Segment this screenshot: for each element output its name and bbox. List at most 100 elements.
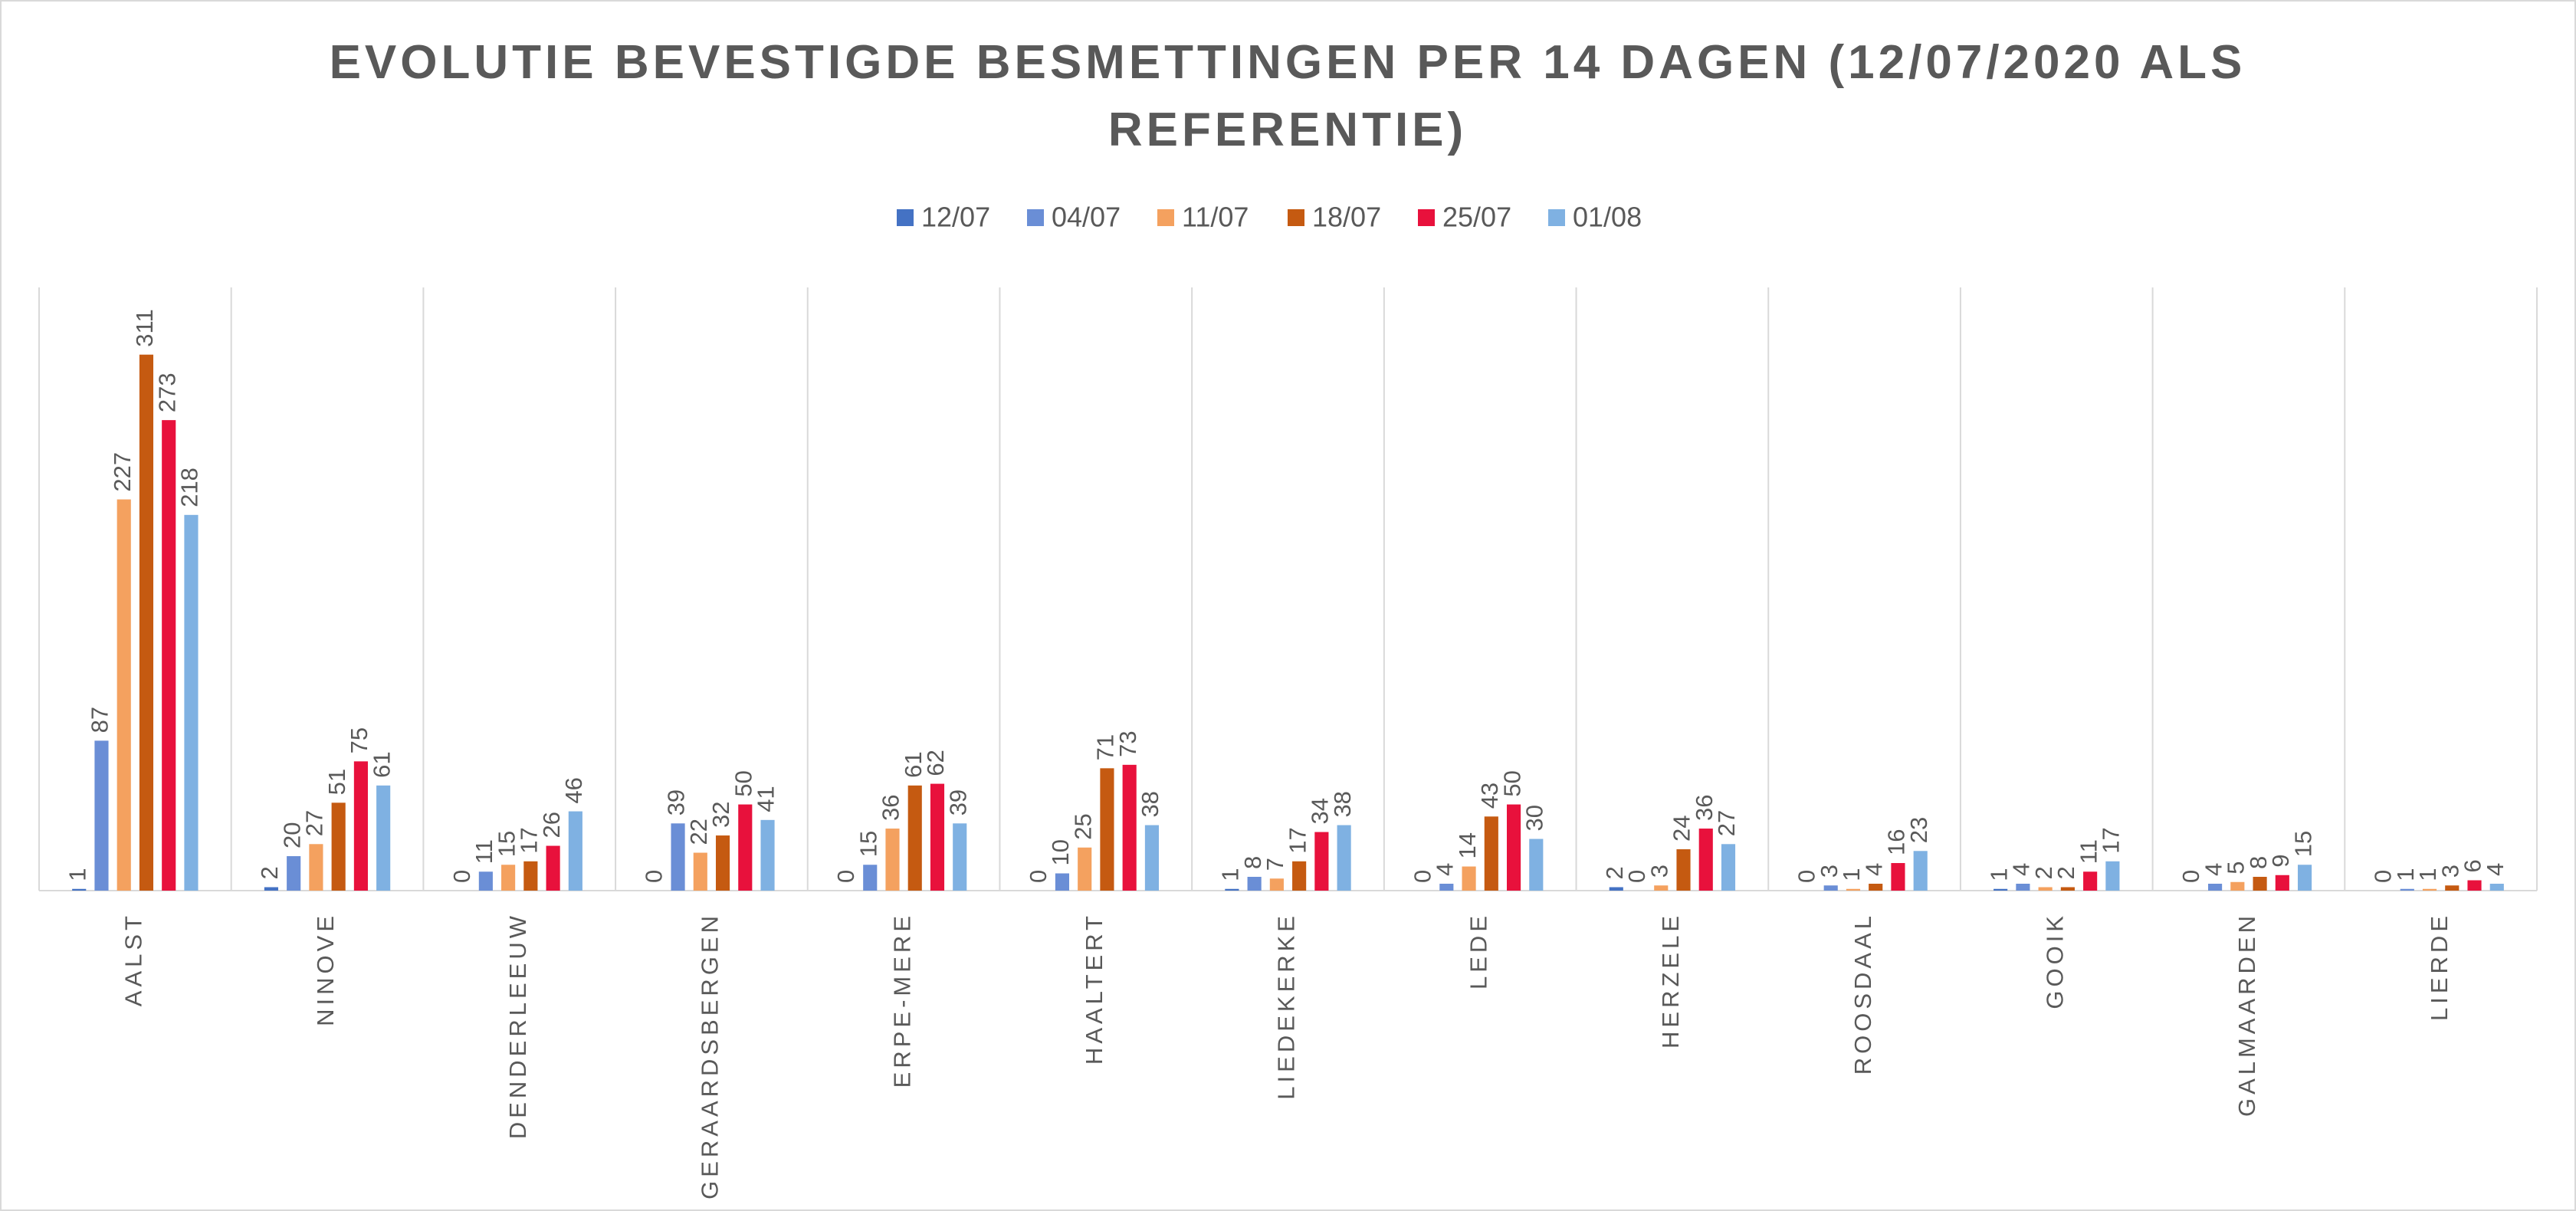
x-tick-label: DENDERLEEUW bbox=[504, 912, 531, 1139]
x-tick-label: HERZELE bbox=[1657, 912, 1684, 1049]
data-label: 10 bbox=[1047, 839, 1074, 865]
bar bbox=[693, 852, 707, 891]
data-label: 0 bbox=[1793, 870, 1820, 883]
data-label: 1 bbox=[2414, 868, 2441, 881]
bar bbox=[1055, 873, 1070, 891]
bar bbox=[1994, 888, 2008, 891]
legend-swatch bbox=[897, 209, 914, 226]
bar bbox=[139, 354, 154, 891]
bar bbox=[1869, 884, 1883, 891]
bar bbox=[907, 785, 922, 891]
data-label: 273 bbox=[153, 372, 180, 412]
data-label: 73 bbox=[1114, 730, 1141, 756]
data-label: 1 bbox=[1985, 868, 2012, 881]
x-tick-label: LIERDE bbox=[2426, 912, 2453, 1021]
data-label: 38 bbox=[1329, 791, 1356, 817]
legend-swatch bbox=[1418, 209, 1435, 226]
bar bbox=[1144, 825, 1159, 891]
data-label: 15 bbox=[493, 831, 520, 857]
data-label: 311 bbox=[131, 309, 158, 346]
data-label: 227 bbox=[109, 452, 136, 492]
bar bbox=[1913, 851, 1928, 891]
data-label: 3 bbox=[1816, 865, 1843, 878]
data-label: 30 bbox=[1521, 805, 1547, 831]
chart-title: EVOLUTIE BEVESTIGDE BESMETTINGEN PER 14 … bbox=[329, 36, 2246, 156]
bar bbox=[1269, 878, 1284, 891]
bar bbox=[930, 783, 945, 891]
data-label: 4 bbox=[2008, 863, 2035, 876]
data-label: 9 bbox=[2267, 855, 2294, 868]
bar bbox=[2467, 880, 2482, 891]
bar bbox=[1100, 768, 1114, 891]
bar bbox=[523, 861, 538, 891]
bar bbox=[1247, 877, 1262, 891]
data-label: 1 bbox=[1838, 868, 1865, 881]
bar bbox=[72, 888, 87, 891]
data-label: 23 bbox=[1905, 817, 1932, 843]
legend-label: 04/07 bbox=[1052, 202, 1121, 233]
bar bbox=[1439, 884, 1454, 891]
x-tick-label: NINOVE bbox=[312, 912, 339, 1026]
bar bbox=[546, 845, 560, 891]
bar bbox=[671, 823, 685, 891]
bar bbox=[1484, 816, 1498, 891]
data-label: 46 bbox=[560, 777, 587, 803]
data-label: 0 bbox=[1025, 870, 1052, 883]
bar bbox=[116, 499, 131, 891]
bar bbox=[568, 811, 582, 891]
bar bbox=[1122, 764, 1137, 891]
bar bbox=[1337, 825, 1351, 891]
data-label: 5 bbox=[2223, 861, 2249, 875]
data-label: 4 bbox=[2482, 863, 2509, 876]
data-label: 17 bbox=[516, 827, 543, 853]
bar bbox=[2230, 881, 2245, 891]
data-label: 87 bbox=[87, 707, 113, 733]
data-label: 71 bbox=[1092, 734, 1119, 760]
bar bbox=[2208, 884, 2223, 891]
bar bbox=[2105, 861, 2120, 891]
data-label: 6 bbox=[2460, 859, 2486, 872]
bar bbox=[760, 819, 775, 891]
bar bbox=[2253, 877, 2267, 891]
data-label: 8 bbox=[1239, 856, 1266, 869]
x-tick-label: GALMAARDEN bbox=[2233, 912, 2260, 1117]
bar bbox=[2060, 887, 2075, 891]
bar bbox=[885, 829, 900, 891]
bar bbox=[353, 761, 368, 891]
data-label: 2 bbox=[2053, 866, 2079, 879]
data-label: 4 bbox=[1432, 863, 1459, 876]
data-label: 17 bbox=[1284, 827, 1311, 853]
data-label: 2 bbox=[2030, 866, 2057, 879]
data-label: 17 bbox=[2098, 827, 2125, 853]
bar bbox=[2400, 888, 2414, 891]
x-tick-label: LEDE bbox=[1465, 912, 1491, 989]
data-label: 0 bbox=[832, 870, 859, 883]
data-label: 218 bbox=[176, 468, 203, 507]
data-label: 26 bbox=[538, 812, 565, 838]
legend-label: 11/07 bbox=[1182, 202, 1249, 233]
data-label: 8 bbox=[2245, 856, 2272, 869]
legend-label: 18/07 bbox=[1312, 202, 1381, 233]
data-label: 14 bbox=[1454, 832, 1481, 858]
data-label: 39 bbox=[663, 789, 690, 816]
bar bbox=[1506, 804, 1521, 891]
bar bbox=[1529, 839, 1544, 891]
bar bbox=[1823, 885, 1838, 891]
data-label: 16 bbox=[1883, 829, 1910, 855]
x-tick-label: HAALTERT bbox=[1081, 912, 1108, 1065]
data-label: 20 bbox=[278, 822, 305, 848]
bar bbox=[1292, 861, 1307, 891]
bar bbox=[1654, 885, 1669, 891]
bar bbox=[738, 804, 753, 891]
bar bbox=[2016, 884, 2030, 891]
bar bbox=[331, 802, 346, 891]
bar bbox=[184, 514, 199, 891]
bar bbox=[715, 835, 730, 891]
bar bbox=[501, 865, 516, 891]
data-label: 0 bbox=[640, 870, 667, 883]
data-label: 36 bbox=[1691, 795, 1718, 821]
legend-swatch bbox=[1027, 209, 1044, 226]
bar bbox=[1721, 844, 1736, 891]
